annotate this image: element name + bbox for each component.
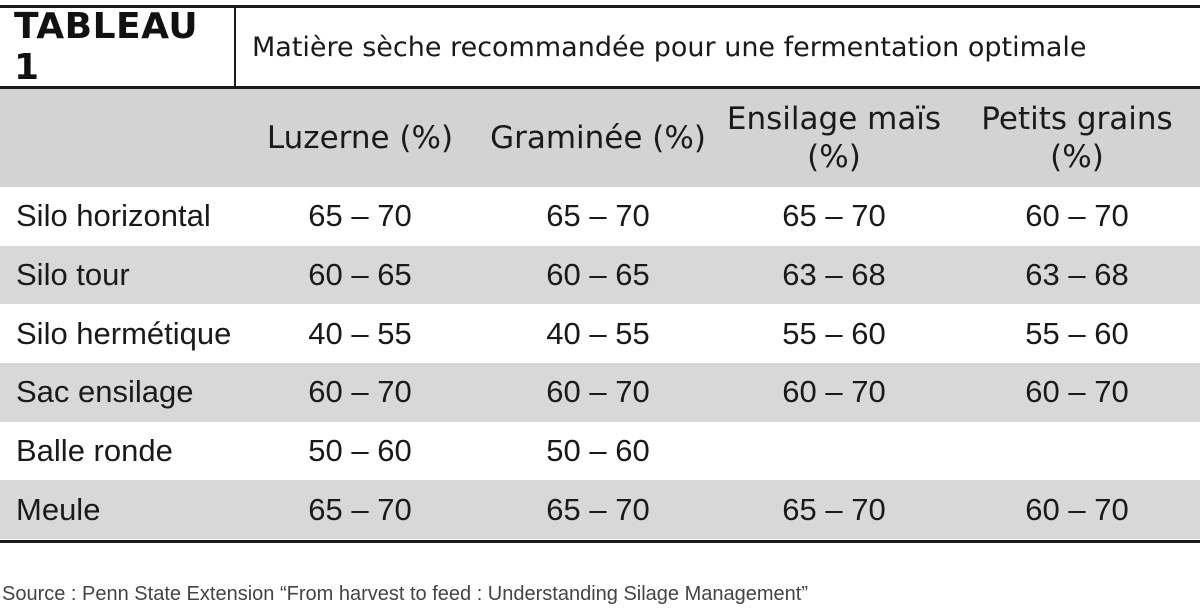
- row-label: Silo hermétique: [0, 304, 238, 364]
- table-cell: 65 – 70: [482, 480, 714, 540]
- row-label: Balle ronde: [0, 421, 238, 481]
- table-cell: 60 – 70: [954, 363, 1200, 422]
- table-cell: 65 – 70: [238, 480, 482, 540]
- table-cell: 40 – 55: [238, 304, 482, 364]
- bottom-rule: [0, 540, 1200, 543]
- column-header-luzerne: Luzerne (%): [238, 89, 482, 187]
- table-row: Meule 65 – 70 65 – 70 65 – 70 60 – 70: [0, 480, 1200, 540]
- table-cell: 63 – 68: [714, 245, 954, 305]
- table-cell: 60 – 70: [954, 480, 1200, 540]
- table-number-label: TABLEAU 1: [0, 6, 236, 88]
- row-label: Sac ensilage: [0, 363, 238, 422]
- table-cell: 65 – 70: [714, 480, 954, 540]
- table-cell: [954, 421, 1200, 481]
- column-header-graminee: Graminée (%): [482, 89, 714, 187]
- table-cell: 60 – 65: [482, 245, 714, 305]
- table-title: Matière sèche recommandée pour une ferme…: [252, 31, 1087, 63]
- table-cell: 60 – 70: [482, 363, 714, 422]
- dry-matter-table: Luzerne (%) Graminée (%) Ensilage maïs (…: [0, 89, 1200, 540]
- table-cell: 60 – 70: [954, 187, 1200, 246]
- table-row: Sac ensilage 60 – 70 60 – 70 60 – 70 60 …: [0, 363, 1200, 422]
- table-row: Balle ronde 50 – 60 50 – 60: [0, 421, 1200, 481]
- table-cell: 63 – 68: [954, 245, 1200, 305]
- table-cell: 50 – 60: [238, 421, 482, 481]
- table-cell: 65 – 70: [482, 187, 714, 246]
- table-cell: 55 – 60: [954, 304, 1200, 364]
- table-cell: 60 – 65: [238, 245, 482, 305]
- row-label: Meule: [0, 480, 238, 540]
- table-cell: 60 – 70: [238, 363, 482, 422]
- table-cell: 40 – 55: [482, 304, 714, 364]
- table-cell: 50 – 60: [482, 421, 714, 481]
- title-divider: [0, 86, 1200, 89]
- table-row: Silo horizontal 65 – 70 65 – 70 65 – 70 …: [0, 187, 1200, 246]
- column-header-ensilage-mais: Ensilage maïs (%): [714, 89, 954, 187]
- top-rule: [0, 5, 1200, 8]
- table-row: Silo tour 60 – 65 60 – 65 63 – 68 63 – 6…: [0, 245, 1200, 305]
- table-cell: 65 – 70: [714, 187, 954, 246]
- table-cell: 60 – 70: [714, 363, 954, 422]
- source-note: Source : Penn State Extension “From harv…: [2, 583, 808, 605]
- table-title-bar: TABLEAU 1 Matière sèche recommandée pour…: [0, 6, 1200, 88]
- column-header-empty: [0, 89, 238, 187]
- table-cell: 65 – 70: [238, 187, 482, 246]
- table-cell: [714, 421, 954, 481]
- column-header-petits-grains: Petits grains (%): [954, 89, 1200, 187]
- header-row: Luzerne (%) Graminée (%) Ensilage maïs (…: [0, 89, 1200, 187]
- table-cell: 55 – 60: [714, 304, 954, 364]
- row-label: Silo tour: [0, 245, 238, 305]
- table-row: Silo hermétique 40 – 55 40 – 55 55 – 60 …: [0, 304, 1200, 364]
- row-label: Silo horizontal: [0, 187, 238, 246]
